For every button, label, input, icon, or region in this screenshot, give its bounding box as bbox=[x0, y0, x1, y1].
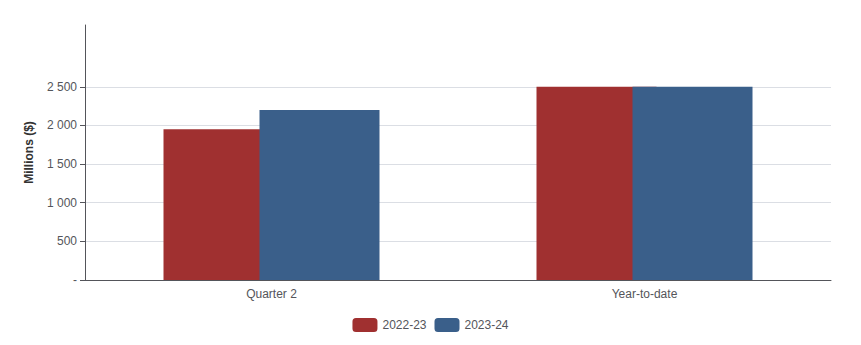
svg-text:1 500: 1 500 bbox=[47, 157, 77, 171]
svg-text:-: - bbox=[73, 273, 77, 287]
svg-text:2023-24: 2023-24 bbox=[465, 318, 509, 332]
svg-text:500: 500 bbox=[57, 234, 77, 248]
svg-text:2022-23: 2022-23 bbox=[382, 318, 426, 332]
svg-text:Year-to-date: Year-to-date bbox=[612, 287, 678, 301]
svg-text:2 500: 2 500 bbox=[47, 80, 77, 94]
svg-text:1 000: 1 000 bbox=[47, 196, 77, 210]
svg-text:Quarter 2: Quarter 2 bbox=[246, 287, 297, 301]
svg-text:Millions ($): Millions ($) bbox=[22, 121, 36, 184]
svg-text:2 000: 2 000 bbox=[47, 118, 77, 132]
